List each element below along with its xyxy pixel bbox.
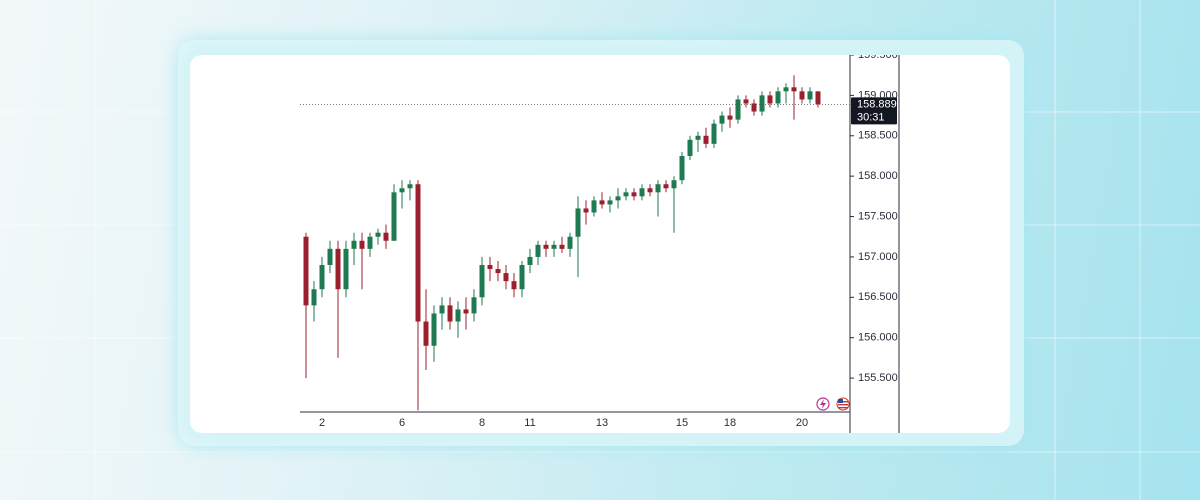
candle-body [631,192,637,197]
candle-body [735,99,741,120]
candle-body [383,232,389,241]
candle-body [799,91,805,100]
candle-body [687,139,693,156]
candle-body [543,244,549,249]
last-price-box [851,97,897,125]
y-tick-label: 156.500 [858,291,898,303]
candle-body [815,91,821,105]
x-tick-label: 13 [596,417,608,429]
candle-body [751,103,757,112]
candle-body [359,240,365,249]
candle-body [311,289,317,306]
candle-body [575,208,581,237]
x-tick-label: 20 [796,417,808,429]
candle-body [607,200,613,205]
candle-body [783,87,789,92]
candle-body [519,265,525,290]
candle-body [511,281,517,290]
event-icons [816,397,850,411]
candle-body [615,196,621,201]
x-tick-label: 8 [479,417,485,429]
candle-body [351,240,357,249]
y-tick-label: 155.500 [858,372,898,384]
candle-body [407,184,413,189]
candle-body [767,95,773,104]
candle-body [727,115,733,120]
candle-body [711,123,717,144]
candle-body [655,184,661,193]
candle-body [495,269,501,274]
x-tick-label: 2 [319,417,325,429]
candle-body [391,192,397,241]
candle-body [535,244,541,257]
candle-body [551,244,557,249]
candle-body [695,135,701,140]
candle-body [439,305,445,314]
candle-body [479,265,485,298]
candle-body [639,188,645,197]
x-tick-label: 18 [724,417,736,429]
candle-body [807,91,813,100]
candle-body [559,244,565,249]
candle-body [431,313,437,346]
candle-body [599,200,605,205]
candle-body [423,321,429,346]
last-price-label: 158.889 [857,98,897,110]
candle-body [527,256,533,265]
y-tick-label: 156.000 [858,332,898,344]
candle-body [583,208,589,213]
candle-body [567,236,573,249]
candle-body [463,309,469,314]
candle-body [703,135,709,144]
y-tick-label: 157.500 [858,210,898,222]
countdown-label: 30:31 [857,111,885,123]
candle-body [487,265,493,270]
x-tick-label: 11 [524,417,535,429]
candle-body [471,297,477,314]
candle-body [647,188,653,193]
candle-body [303,236,309,306]
candle-body [399,188,405,193]
candle-body [367,236,373,249]
candle-body [719,115,725,124]
candle-body [759,95,765,112]
y-tick-label: 158.500 [858,130,898,142]
candle-body [743,99,749,104]
card [190,55,1010,433]
candle-body [375,232,381,237]
candle-body [327,248,333,265]
y-tick-label: 159.500 [858,49,898,61]
candle-body [663,184,669,189]
candle-body [415,184,421,322]
candle-body [791,87,797,92]
x-tick-label: 6 [399,417,405,429]
candle-body [671,180,677,189]
candle-body [447,305,453,322]
candle-body [335,248,341,290]
candle-body [623,192,629,197]
y-tick-label: 157.000 [858,251,898,263]
candle-body [319,265,325,290]
candle-body [343,248,349,290]
candle-body [591,200,597,213]
x-tick-label: 15 [676,417,688,429]
chart: 159.500159.000158.500158.000157.500157.0… [300,49,900,433]
candle-body [679,155,685,181]
candle-body [455,309,461,322]
candle-body [775,91,781,104]
y-tick-label: 158.000 [858,170,898,182]
candle-body [503,273,509,282]
